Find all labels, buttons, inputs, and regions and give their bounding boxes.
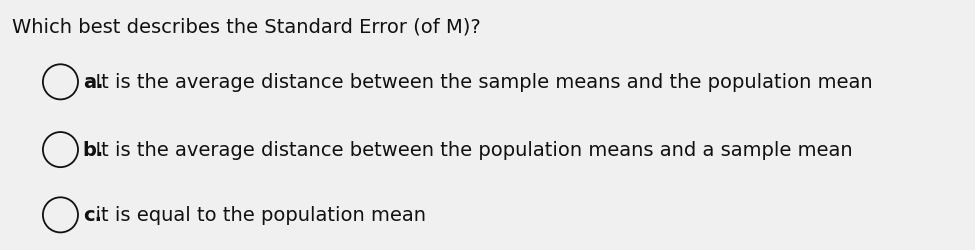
Text: it is equal to the population mean: it is equal to the population mean [83,206,426,225]
Text: c.: c. [83,206,101,225]
Text: a.: a. [83,73,103,92]
Text: It is the average distance between the sample means and the population mean: It is the average distance between the s… [83,73,873,92]
Text: It is the average distance between the population means and a sample mean: It is the average distance between the p… [83,140,852,160]
Text: b.: b. [83,140,104,160]
Text: Which best describes the Standard Error (of M)?: Which best describes the Standard Error … [12,18,481,36]
